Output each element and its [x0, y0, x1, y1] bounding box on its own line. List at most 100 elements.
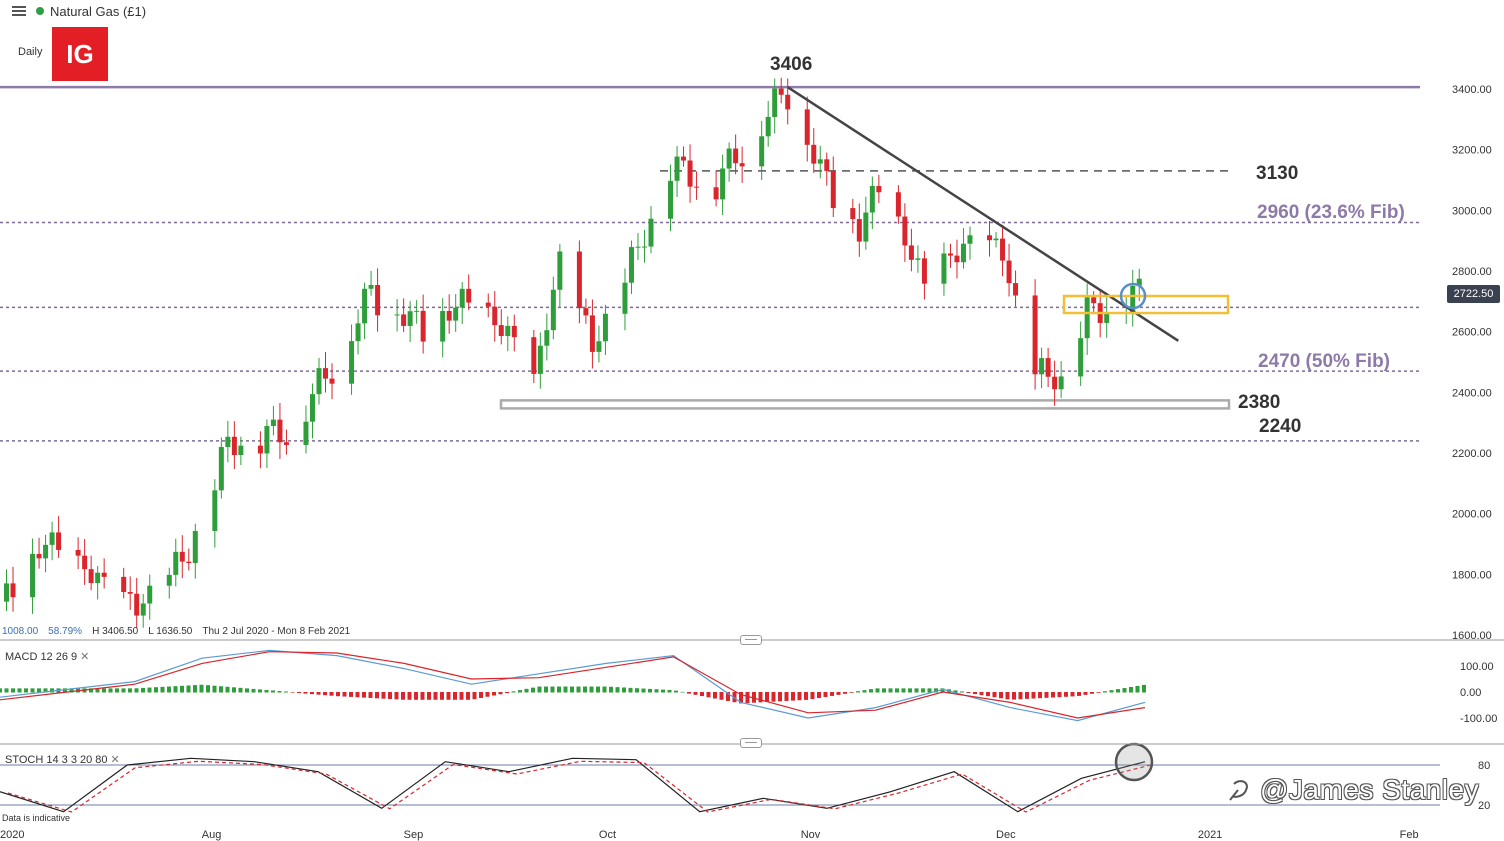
macd-histogram-bar [492, 692, 496, 696]
trendline [787, 86, 1179, 342]
macd-histogram-bar [141, 687, 145, 693]
macd-histogram-bar [1025, 692, 1029, 699]
candle-body [648, 218, 654, 247]
macd-histogram-bar [95, 688, 100, 693]
candle-body [694, 186, 700, 188]
macd-histogram-bar [1116, 689, 1120, 693]
candle-body [687, 160, 693, 187]
macd-histogram-bar [648, 688, 652, 693]
candle-body [466, 288, 472, 303]
remove-stoch-icon[interactable]: ✕ [110, 754, 120, 766]
candle-body [218, 446, 224, 491]
macd-histogram-bar [368, 692, 373, 698]
macd-histogram-bar [791, 692, 795, 701]
macd-histogram-bar [362, 692, 366, 698]
macd-histogram-bar [843, 692, 847, 694]
macd-histogram-bar [869, 689, 873, 693]
candle-body [309, 394, 315, 422]
ohlc-high: H 3406.50 [92, 626, 139, 637]
macd-histogram-bar [1070, 692, 1075, 697]
macd-histogram-bar [128, 688, 132, 693]
candle-body [355, 323, 361, 342]
candle-body [908, 245, 914, 260]
breakout-circle [1119, 282, 1147, 310]
price-tick-label: 2400.00 [1452, 387, 1492, 399]
macd-histogram-bar [323, 692, 327, 696]
macd-histogram-bar [134, 688, 139, 693]
candle-body [440, 310, 446, 342]
candle-body [225, 436, 231, 447]
macd-histogram-bar [706, 692, 711, 698]
candle-body [231, 436, 237, 456]
macd-histogram-bar [1096, 692, 1101, 693]
candle-body [830, 170, 836, 209]
menu-icon[interactable] [12, 4, 26, 18]
macd-histogram-bar [193, 685, 197, 693]
timeframe-label[interactable]: Daily [18, 46, 43, 58]
macd-histogram-bar [888, 688, 893, 693]
candle-body [674, 156, 680, 181]
candle-body [1045, 358, 1051, 377]
macd-histogram-bar [797, 692, 802, 701]
macd-histogram-bar [849, 692, 854, 693]
candle-body [277, 419, 283, 443]
candle-body [993, 238, 999, 241]
remove-macd-icon[interactable]: ✕ [80, 651, 90, 663]
candle-body [1091, 297, 1097, 304]
macd-histogram-bar [264, 689, 269, 693]
macd-histogram-bar [479, 692, 483, 698]
candle-body [192, 531, 198, 564]
macd-histogram-bar [667, 689, 672, 693]
macd-histogram-bar [966, 692, 971, 694]
macd-histogram-bar [251, 688, 256, 693]
macd-histogram-bar [1005, 692, 1010, 700]
candle-body [856, 219, 862, 242]
macd-histogram-bar [407, 692, 412, 700]
ohlc-low: L 1636.50 [148, 626, 193, 637]
candle-body [212, 490, 218, 532]
macd-histogram-bar [394, 692, 399, 700]
macd-histogram-bar [700, 692, 704, 697]
macd-histogram-bar [986, 692, 990, 697]
candle-body [622, 282, 628, 314]
ohlc-change-pct: 58.79% [48, 626, 83, 637]
candle-body [270, 419, 276, 427]
market-status-icon [36, 7, 44, 15]
candle-body [804, 109, 810, 145]
macd-histogram-bar [953, 690, 958, 693]
candle-body [316, 368, 322, 395]
candle-body [1052, 376, 1058, 390]
macd-histogram-bar [401, 692, 405, 700]
macd-histogram-bar [589, 686, 594, 693]
candle-body [36, 553, 42, 559]
macd-tick-label: -100.00 [1460, 713, 1497, 725]
macd-histogram-bar [69, 688, 74, 693]
candle-body [179, 551, 185, 562]
macd-histogram-bar [765, 692, 769, 703]
panel-resize-handle[interactable] [740, 738, 762, 748]
candle-body [414, 310, 420, 312]
macd-histogram-bar [524, 688, 529, 693]
macd-histogram-bar [908, 688, 912, 693]
candle-body [778, 88, 784, 95]
candle-body [349, 341, 355, 384]
macd-histogram-bar [875, 688, 880, 693]
price-tick-label: 1600.00 [1452, 630, 1492, 642]
price-tick-label: 3000.00 [1452, 205, 1492, 217]
macd-histogram-bar [186, 685, 191, 693]
macd-histogram-bar [505, 692, 509, 694]
macd-histogram-bar [290, 692, 295, 693]
macd-histogram-bar [0, 688, 2, 693]
candle-body [1000, 238, 1006, 261]
macd-histogram-bar [1018, 692, 1023, 700]
macd-histogram-bar [1012, 692, 1016, 700]
twitter-icon [1229, 780, 1248, 801]
macd-histogram-bar [349, 692, 353, 697]
macd-histogram-bar [180, 685, 184, 693]
candle-body [628, 247, 634, 283]
macd-histogram-bar [4, 688, 9, 693]
panel-resize-handle[interactable] [740, 635, 762, 645]
candle-body [967, 235, 973, 244]
candle-body [1136, 278, 1142, 286]
candle-body [863, 212, 869, 242]
